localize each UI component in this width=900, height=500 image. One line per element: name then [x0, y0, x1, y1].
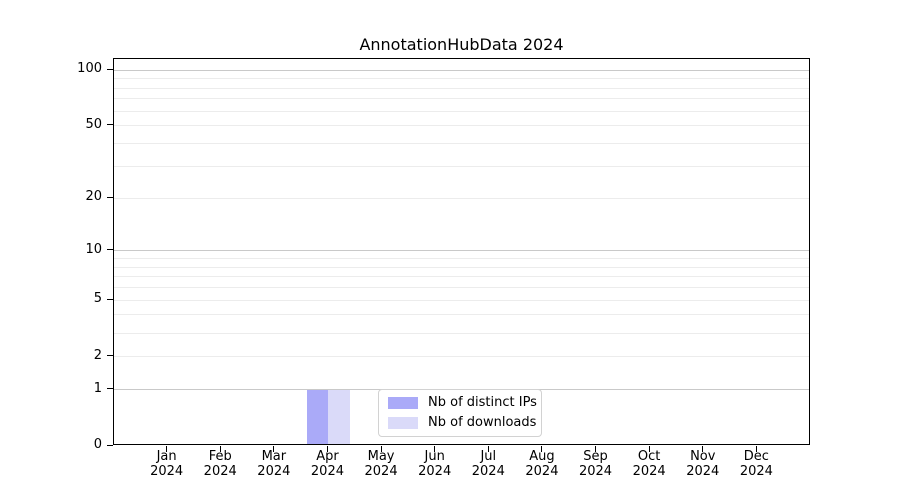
x-year-text-aug: 2024 — [525, 464, 559, 479]
y-gridline-60 — [114, 110, 809, 112]
legend-label-distinct-ips: Nb of distinct IPs — [428, 395, 537, 410]
y-tick-100 — [107, 68, 113, 70]
x-tick-label-mar: Mar 2024 — [244, 449, 304, 479]
y-gridline-4 — [114, 314, 809, 316]
y-gridline-6 — [114, 287, 809, 289]
x-tick-label-may: May 2024 — [351, 449, 411, 479]
x-tick-mar — [273, 446, 275, 452]
x-year-text-jun: 2024 — [418, 464, 452, 479]
legend-item-distinct-ips: Nb of distinct IPs — [379, 393, 541, 413]
y-gridline-10 — [114, 250, 809, 252]
x-tick-label-jan: Jan 2024 — [137, 449, 197, 479]
x-tick-nov — [702, 446, 704, 452]
chart-title: AnnotationHubData 2024 — [359, 35, 564, 54]
x-month-text-aug: Aug — [529, 449, 555, 464]
x-tick-dec — [755, 446, 757, 452]
x-month-text-jun: Jun — [424, 449, 445, 464]
y-tick-label-1: 1 — [93, 380, 102, 396]
x-tick-label-apr: Apr 2024 — [297, 449, 357, 479]
x-year-text-sep: 2024 — [578, 464, 613, 479]
x-tick-label-nov: Nov 2024 — [673, 449, 733, 479]
y-tick-1 — [107, 388, 113, 390]
y-gridline-5 — [114, 299, 809, 301]
bar-nb-of-distinct-ips-apr — [306, 389, 329, 444]
legend-label-downloads: Nb of downloads — [428, 415, 537, 430]
x-year-text-apr: 2024 — [310, 464, 344, 479]
y-gridline-7 — [114, 276, 809, 278]
y-tick-5 — [107, 298, 113, 300]
x-month-text-nov: Nov — [690, 449, 716, 464]
y-gridline-3 — [114, 332, 809, 334]
x-tick-label-sep: Sep 2024 — [566, 449, 626, 479]
y-tick-label-20: 20 — [85, 189, 102, 205]
x-tick-label-dec: Dec 2024 — [726, 449, 786, 479]
x-month-text-feb: Feb — [208, 449, 232, 464]
y-gridline-2 — [114, 356, 809, 358]
x-tick-sep — [595, 446, 597, 452]
y-tick-label-50: 50 — [85, 116, 102, 132]
x-month-text-dec: Dec — [743, 449, 769, 464]
y-tick-10 — [107, 249, 113, 251]
y-tick-50 — [107, 124, 113, 126]
x-tick-jul — [487, 446, 489, 452]
y-tick-label-0: 0 — [93, 437, 102, 452]
y-tick-0 — [107, 444, 113, 446]
y-gridline-20 — [114, 197, 809, 199]
x-tick-feb — [219, 446, 221, 452]
plot-area: Nb of distinct IPs Nb of downloads — [113, 58, 810, 445]
y-gridline-8 — [114, 266, 809, 268]
x-year-text-oct: 2024 — [632, 464, 666, 479]
x-year-text-jul: 2024 — [471, 464, 505, 479]
legend-swatch-downloads — [388, 417, 418, 429]
x-year-text-dec: 2024 — [739, 464, 773, 479]
x-tick-label-jun: Jun 2024 — [405, 449, 465, 479]
y-gridline-9 — [114, 258, 809, 260]
legend: Nb of distinct IPs Nb of downloads — [378, 389, 542, 437]
y-gridline-90 — [114, 78, 809, 80]
x-year-text-jan: 2024 — [150, 464, 184, 479]
y-tick-label-100: 100 — [77, 61, 102, 77]
x-tick-label-oct: Oct 2024 — [619, 449, 679, 479]
x-tick-label-feb: Feb 2024 — [190, 449, 250, 479]
y-tick-2 — [107, 355, 113, 357]
x-tick-may — [380, 446, 382, 452]
x-month-text-oct: Oct — [637, 449, 661, 464]
y-tick-20 — [107, 196, 113, 198]
y-gridline-80 — [114, 87, 809, 89]
x-month-text-may: May — [367, 449, 395, 464]
x-month-text-sep: Sep — [583, 449, 608, 464]
x-month-text-mar: Mar — [261, 449, 287, 464]
y-gridline-50 — [114, 125, 809, 127]
x-tick-aug — [541, 446, 543, 452]
y-tick-label-2: 2 — [93, 347, 102, 363]
x-year-text-feb: 2024 — [203, 464, 237, 479]
x-tick-label-aug: Aug 2024 — [512, 449, 572, 479]
x-tick-oct — [648, 446, 650, 452]
y-tick-label-10: 10 — [85, 241, 102, 257]
legend-swatch-distinct-ips — [388, 397, 418, 409]
x-tick-apr — [326, 446, 328, 452]
y-gridline-100 — [114, 69, 809, 71]
x-month-text-jul: Jul — [480, 449, 497, 464]
x-tick-label-jul: Jul 2024 — [458, 449, 518, 479]
x-month-text-apr: Apr — [316, 449, 339, 464]
x-year-text-mar: 2024 — [257, 464, 291, 479]
y-gridline-40 — [114, 143, 809, 145]
y-tick-label-5: 5 — [93, 291, 102, 307]
x-year-text-nov: 2024 — [686, 464, 720, 479]
x-month-text-jan: Jan — [156, 449, 177, 464]
legend-item-downloads: Nb of downloads — [379, 413, 541, 433]
bar-nb-of-downloads-apr — [328, 389, 350, 444]
x-tick-jun — [434, 446, 436, 452]
x-year-text-may: 2024 — [364, 464, 398, 479]
bars-layer — [114, 59, 809, 444]
y-gridline-30 — [114, 165, 809, 167]
x-tick-jan — [166, 446, 168, 452]
y-gridline-70 — [114, 98, 809, 100]
